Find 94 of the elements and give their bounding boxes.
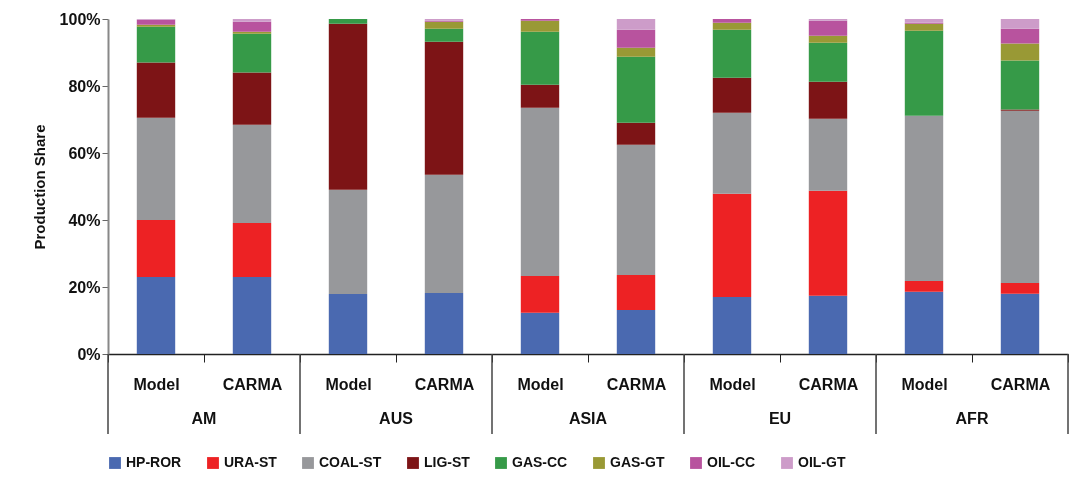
bar (1000, 43, 1040, 61)
y-tick-label: 80% (68, 77, 101, 95)
bar (616, 310, 656, 354)
bar (904, 115, 944, 281)
y-axis-title: Production Share (30, 124, 48, 250)
text: AFR (955, 410, 989, 427)
bar (616, 144, 656, 275)
bar (232, 124, 272, 224)
bar (136, 26, 176, 63)
bar (136, 24, 176, 27)
bar (232, 72, 272, 125)
y-tick-label: 40% (68, 211, 101, 229)
x-tick-label: CARMA (222, 375, 283, 393)
bar (424, 174, 464, 294)
bar (808, 81, 848, 119)
legend-label: COAL-ST (319, 454, 382, 470)
bar (328, 189, 368, 295)
bar (712, 193, 752, 298)
bar (424, 21, 464, 29)
x-tick-label: CARMA (798, 375, 859, 393)
bar (328, 19, 368, 24)
legend-label: GAS-GT (610, 454, 665, 470)
bar (712, 19, 752, 23)
bar (1000, 19, 1040, 29)
text: AM (191, 410, 217, 427)
bar (808, 190, 848, 296)
bar (1000, 28, 1040, 44)
bar (712, 112, 752, 194)
bar (616, 56, 656, 123)
text: AUS (379, 410, 414, 427)
legend-label: HP-ROR (126, 454, 182, 470)
bar (136, 276, 176, 354)
x-tick-label: Model (517, 375, 564, 393)
bar (1000, 293, 1040, 354)
bar (808, 35, 848, 43)
bar (520, 312, 560, 354)
text: ASIA (568, 410, 608, 427)
bar (904, 30, 944, 116)
bar (904, 291, 944, 354)
bar (520, 84, 560, 108)
bar (424, 293, 464, 354)
bar (712, 29, 752, 78)
bar (808, 118, 848, 191)
bar (712, 77, 752, 113)
bar (520, 275, 560, 313)
bar (616, 29, 656, 48)
x-tick-label: Model (901, 375, 948, 393)
legend-label: LIG-ST (424, 454, 471, 470)
bar (136, 220, 176, 277)
bar (424, 41, 464, 175)
bar (616, 274, 656, 311)
bar (904, 23, 944, 31)
bar (712, 297, 752, 354)
bar (616, 122, 656, 145)
x-tick-label: CARMA (414, 375, 475, 393)
legend-label: OIL-GT (798, 454, 846, 470)
bar (712, 22, 752, 30)
legend-label: URA-ST (224, 454, 278, 470)
bar (232, 33, 272, 73)
text: EU (768, 410, 792, 427)
bar (520, 107, 560, 276)
bar (136, 19, 176, 25)
y-tick-label: 60% (68, 144, 101, 162)
bar (328, 23, 368, 190)
x-tick-label: Model (325, 375, 372, 393)
bar (1000, 282, 1040, 294)
bar (808, 295, 848, 354)
y-tick-label: 20% (68, 278, 101, 296)
bar (808, 42, 848, 82)
bar (1000, 110, 1040, 283)
legend-label: GAS-CC (512, 454, 568, 470)
bar (232, 21, 272, 32)
bar (136, 117, 176, 220)
bar (232, 19, 272, 22)
y-tick-label: 0% (77, 345, 101, 363)
bar (232, 276, 272, 354)
bar (136, 62, 176, 118)
legend-label: OIL-CC (707, 454, 756, 470)
y-tick-label: 100% (59, 10, 101, 28)
x-tick-label: Model (133, 375, 180, 393)
x-tick-label: Model (709, 375, 756, 393)
bar (520, 20, 560, 32)
bar (904, 280, 944, 292)
bar (808, 20, 848, 36)
bar (1000, 60, 1040, 110)
x-tick-label: CARMA (990, 375, 1051, 393)
x-tick-label: CARMA (606, 375, 667, 393)
bar (232, 223, 272, 277)
bar (328, 294, 368, 354)
bar (520, 31, 560, 85)
bar (424, 28, 464, 42)
bar (616, 19, 656, 30)
bar (232, 31, 272, 34)
bar (616, 47, 656, 57)
